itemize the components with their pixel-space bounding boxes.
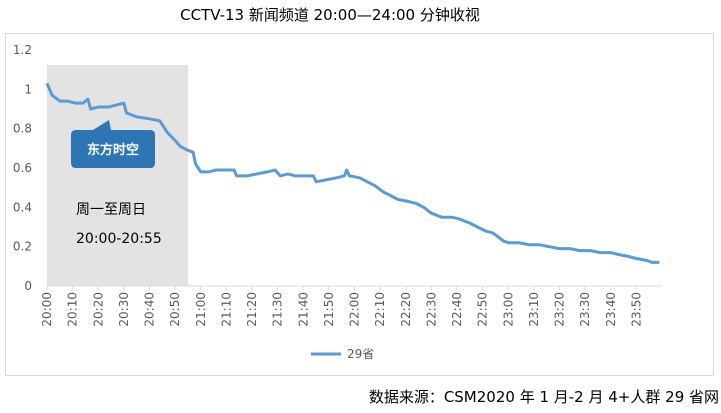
- callout-bubble: [71, 120, 155, 168]
- x-tick-label: 20:40: [143, 292, 157, 327]
- y-tick-label: 0.4: [13, 200, 32, 214]
- y-tick-label: 1.2: [13, 43, 32, 57]
- y-tick-label: 0: [24, 279, 32, 293]
- legend: 29省: [311, 347, 374, 361]
- y-tick-label: 0.2: [13, 240, 32, 254]
- x-axis: 20:00 20:10 20:20 20:30 20:40 20:50 21:00 21:10…: [40, 286, 643, 327]
- shade-label-days: 周一至周日: [76, 202, 146, 218]
- x-tick-label: 23:00: [501, 292, 515, 327]
- x-tick-label: 20:30: [117, 292, 131, 327]
- chart-frame: 0 0.2 0.4 0.6 0.8 1 1.2 20:00 20:10 20:20 20:30 20…: [5, 33, 714, 376]
- x-tick-label: 23:50: [629, 292, 643, 327]
- x-tick-label: 21:40: [296, 292, 310, 327]
- chart-title: CCTV-13 新闻频道 20:00—24:00 分钟收视: [180, 6, 480, 24]
- x-tick-label: 21:50: [322, 292, 336, 327]
- x-tick-label: 23:20: [553, 292, 567, 327]
- shade-label-time: 20:00-20:55: [76, 231, 162, 247]
- x-tick-label: 22:30: [424, 292, 438, 327]
- x-tick-label: 23:30: [578, 292, 592, 327]
- x-tick-label: 22:00: [348, 292, 362, 327]
- x-tick-label: 22:10: [373, 292, 387, 327]
- x-tick-label: 22:20: [399, 292, 413, 327]
- y-axis: 0 0.2 0.4 0.6 0.8 1 1.2: [13, 43, 32, 293]
- callout-label: 东方时空: [87, 142, 139, 158]
- x-tick-label: 23:40: [604, 292, 618, 327]
- x-tick-label: 20:10: [66, 292, 80, 327]
- x-tick-label: 21:00: [194, 292, 208, 327]
- y-tick-label: 1: [24, 82, 32, 96]
- series-line-29省: [45, 82, 660, 264]
- legend-label: 29省: [347, 347, 374, 361]
- callout-dongfang-shikong: 东方时空: [71, 120, 155, 168]
- x-tick-label: 22:50: [476, 292, 490, 327]
- y-tick-label: 0.8: [13, 122, 32, 136]
- x-tick-label: 21:30: [271, 292, 285, 327]
- shaded-time-range: [47, 65, 188, 286]
- x-tick-label: 21:10: [219, 292, 233, 327]
- data-source-note: 数据来源：CSM2020 年 1 月-2 月 4+人群 29 省网: [368, 388, 719, 406]
- minute-rating-line-chart: 00.20.40.60.811.2 20:00 20:10 20:20 20:30 20…: [13, 43, 662, 361]
- x-tick-label: 22:40: [450, 292, 464, 327]
- x-tick-label: 23:10: [527, 292, 541, 327]
- x-tick-label: 20:50: [168, 292, 182, 327]
- x-tick-label: 20:20: [91, 292, 105, 327]
- x-tick-label: 21:20: [245, 292, 259, 327]
- x-tick-label: 20:00: [40, 292, 54, 327]
- y-tick-label: 0.6: [13, 161, 32, 175]
